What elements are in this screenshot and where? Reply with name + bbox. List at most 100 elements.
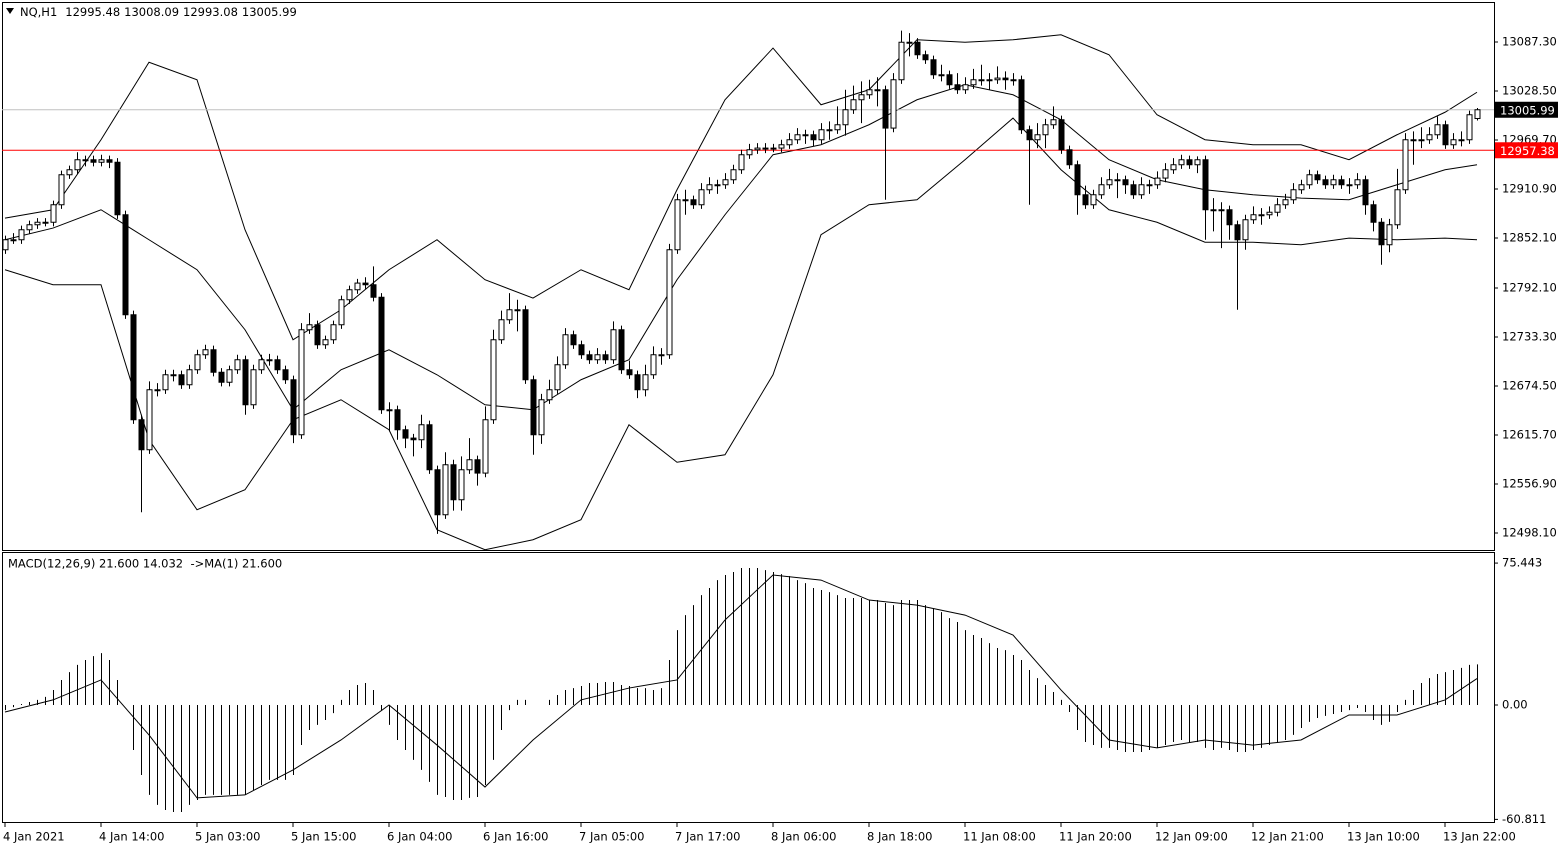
candle-body	[1234, 224, 1241, 241]
candle-body	[74, 159, 81, 171]
candle-body	[314, 324, 321, 346]
candle-body	[1314, 174, 1321, 181]
candle-body	[626, 369, 633, 376]
symbol: NQ,H1	[20, 5, 57, 19]
candle-body	[178, 374, 185, 386]
candle-body	[762, 147, 769, 150]
y-tick-label: 12498.10	[1502, 526, 1557, 540]
last-price-tag	[1495, 101, 1558, 118]
low: 12993.08	[183, 5, 238, 19]
candle-body	[642, 374, 649, 391]
candle-body	[538, 399, 545, 436]
candle-body	[1450, 139, 1457, 146]
candle-body	[18, 229, 25, 241]
candle-body	[1026, 129, 1033, 141]
candle-body	[698, 189, 705, 206]
candle-body	[1474, 109, 1481, 120]
y-tick-label: 12852.10	[1502, 231, 1557, 245]
candle-body	[1042, 124, 1049, 136]
x-tick-label: 6 Jan 04:00	[387, 830, 453, 844]
candle-body	[426, 424, 433, 471]
candle-body	[338, 299, 345, 326]
close: 13005.99	[242, 5, 297, 19]
candle-body	[1194, 159, 1201, 166]
candle-body	[1290, 189, 1297, 201]
candle-body	[290, 379, 297, 436]
candle-body	[594, 354, 601, 361]
candle-body	[250, 369, 257, 406]
candle-body	[394, 409, 401, 431]
candle-body	[1338, 179, 1345, 186]
candle-body	[706, 184, 713, 191]
axes: 13087.3013028.5012969.7012910.9012852.10…	[3, 35, 1558, 844]
candle-body	[34, 221, 41, 226]
candle-body	[554, 364, 561, 391]
candle-body	[802, 134, 809, 137]
candle-body	[1266, 211, 1273, 216]
candle-body	[378, 296, 385, 411]
candle-body	[1442, 124, 1449, 146]
candle-body	[322, 339, 329, 346]
candle-body	[586, 354, 593, 361]
candle-body	[850, 99, 857, 111]
candle-body	[794, 134, 801, 141]
candle-body	[58, 174, 65, 206]
candle-body	[690, 199, 697, 206]
candle-body	[106, 159, 113, 163]
candle-body	[330, 324, 337, 341]
candle-body	[1210, 209, 1217, 212]
candle-body	[674, 199, 681, 251]
collapse-icon	[6, 8, 14, 14]
candle-body	[370, 284, 377, 298]
candle-body	[1138, 184, 1145, 196]
candle-body	[130, 314, 137, 421]
x-tick-label: 4 Jan 2021	[3, 830, 65, 844]
candle-body	[458, 469, 465, 501]
candle-body	[122, 214, 129, 316]
bollinger-band	[4, 34, 1478, 341]
candle-body	[1002, 77, 1009, 81]
level-label: 12957.38	[1500, 144, 1555, 158]
candle-body	[666, 249, 673, 356]
candle-body	[826, 129, 833, 132]
candle-body	[1362, 179, 1369, 206]
y-tick-label: 75.443	[1502, 556, 1542, 570]
candle-body	[618, 329, 625, 371]
candle-body	[450, 464, 457, 501]
candle-body	[578, 344, 585, 356]
candle-body	[658, 354, 665, 357]
candle-body	[530, 379, 537, 436]
candle-body	[1346, 184, 1353, 187]
candle-body	[274, 359, 281, 371]
candle-body	[546, 389, 553, 401]
candle-body	[1386, 224, 1393, 246]
candle-body	[1114, 179, 1121, 182]
x-tick-label: 7 Jan 05:00	[579, 830, 645, 844]
candle-body	[50, 204, 57, 223]
candle-body	[1050, 119, 1057, 126]
candle-body	[1330, 179, 1337, 186]
candle-body	[434, 469, 441, 516]
candle-body	[1298, 184, 1305, 191]
candle-body	[930, 59, 937, 76]
x-tick-label: 11 Jan 20:00	[1059, 830, 1132, 844]
candle-body	[146, 389, 153, 451]
candle-body	[1426, 134, 1433, 141]
candle-body	[778, 144, 785, 149]
candle-body	[938, 74, 945, 77]
x-tick-label: 6 Jan 16:00	[483, 830, 549, 844]
candle-body	[1066, 149, 1073, 166]
candle-body	[1098, 184, 1105, 196]
candle-body	[682, 199, 689, 202]
candle-body	[506, 309, 513, 321]
candle-body	[602, 354, 609, 361]
candle-body	[842, 109, 849, 126]
candle-body	[346, 289, 353, 301]
x-tick-label: 12 Jan 21:00	[1251, 830, 1324, 844]
candle-body	[522, 309, 529, 381]
candle-body	[730, 169, 737, 181]
candle-body	[114, 161, 121, 216]
candle-body	[258, 359, 265, 371]
y-tick-label: 12733.30	[1502, 330, 1557, 344]
